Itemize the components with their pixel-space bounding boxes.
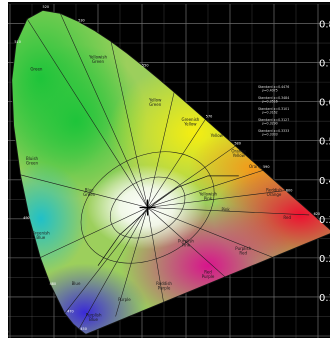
wavelength-label: 450 — [80, 327, 86, 331]
standard-note: Standard x=0.3127 y=0.3290 — [258, 118, 289, 126]
y-tick-label: 0.7 — [319, 59, 330, 70]
boundary-ray — [147, 92, 175, 208]
boundary-ellipse — [110, 176, 186, 239]
boundary-ray — [20, 174, 148, 208]
origin-label: 0 — [1, 326, 9, 339]
region-label: Green — [30, 66, 43, 71]
wavelength-label: 620 — [314, 212, 320, 216]
color-blob — [11, 43, 148, 199]
boundary-ray — [147, 207, 231, 282]
wavelength-label: 570 — [206, 114, 212, 118]
x-tick-label: 0.1 — [48, 336, 66, 348]
standard-note: Standard x=0.3333 y=0.3333 — [258, 129, 289, 137]
y-tick-label: 0.1 — [319, 293, 330, 304]
boundary-ray — [147, 207, 165, 305]
boundary-ray — [115, 207, 148, 317]
x-tick-label: 0.3 — [136, 336, 154, 348]
x-tick-label: 0.0 — [4, 336, 22, 348]
region-label: Purplish Blue — [86, 312, 102, 321]
side-notes: Standard x=0.4476 y=0.4075 Standard x=0.34… — [258, 85, 289, 137]
region-label: Reddish Purple — [156, 281, 172, 290]
y-tick-label: 0.5 — [319, 137, 330, 148]
region-label: Red — [283, 215, 291, 220]
wavelength-label: 490 — [23, 216, 29, 220]
y-tick-label: 0.3 — [319, 215, 330, 226]
region-label: Greenish Blue — [32, 230, 50, 239]
axis-ticks: 0.0 0.1 0.2 0.3 0.4 0.5 0.6 0.7 0.8 0.7 0.6 0.5 0.4 0… — [1, 20, 330, 348]
planckian-locus — [97, 175, 239, 266]
boundary-ray — [147, 190, 286, 208]
region-label: Bluish Green — [26, 156, 39, 165]
boundary-ray — [64, 207, 148, 314]
boundary-ellipse — [80, 151, 215, 264]
standard-note: Standard x=0.3101 y=0.3162 — [258, 107, 289, 115]
wavelength-label: 520 — [43, 5, 49, 9]
boundary-ray — [40, 207, 148, 258]
region-label: Blue Green — [83, 187, 96, 196]
wavelength-label: 590 — [263, 165, 269, 169]
region-boundaries — [20, 13, 310, 330]
boundary-ray — [147, 170, 264, 208]
region-label: Yellowish Pink — [198, 191, 218, 200]
wavelength-label: 480 — [50, 282, 56, 286]
boundary-ray — [78, 207, 148, 330]
region-label: Orange — [249, 164, 264, 169]
boundary-ray — [147, 145, 236, 208]
region-label: Reddish Orange — [266, 187, 282, 196]
y-tick-label: 0.8 — [319, 20, 330, 31]
boundary-ray — [59, 13, 148, 208]
boundary-ray — [110, 41, 148, 208]
y-tick-label: 0.6 — [319, 98, 330, 109]
region-label: Purplish Red — [235, 246, 251, 255]
color-blob — [21, 263, 149, 335]
region-label: Yellow Green — [148, 98, 162, 107]
x-tick-label: 0.2 — [92, 336, 110, 348]
boundary-ray — [26, 18, 148, 208]
x-tick-label: 0.4 — [180, 336, 198, 348]
region-label: Pink — [221, 207, 230, 212]
x-tick-label: 0.7 — [312, 336, 330, 348]
region-labels: Green Yellowish Green Yellow Green Yellow Gree… — [26, 55, 292, 322]
region-label: Purple — [118, 297, 131, 302]
region-label: Yellow — [210, 133, 224, 138]
wavelength-label: 530 — [78, 19, 84, 23]
standard-note: Standard x=0.3484 y=0.3516 — [258, 96, 289, 104]
region-label: Yellowish Green — [88, 55, 108, 64]
wavelength-labels: 5205105305505705805906006207004904804704… — [14, 5, 320, 331]
wavelength-label: 510 — [14, 40, 20, 44]
spectral-locus-outline — [11, 9, 330, 335]
boundary-ray — [147, 207, 310, 216]
spectral-locus — [11, 9, 330, 335]
boundary-ray — [147, 207, 275, 259]
region-label: Orange Yellow — [231, 148, 246, 157]
region-label: Blue — [72, 281, 81, 286]
region-label: Red Purple — [202, 270, 215, 279]
y-tick-label: 0.2 — [319, 254, 330, 265]
wavelength-label: 600 — [286, 188, 292, 192]
x-tick-label: 0.6 — [268, 336, 286, 348]
standard-note: Standard x=0.4476 y=0.4075 — [258, 85, 289, 93]
wavelength-label: 550 — [142, 63, 148, 67]
region-label: Purplish Pink — [178, 238, 194, 247]
y-tick-label: 0.4 — [319, 176, 330, 187]
region-label: Greenish Yellow — [181, 117, 199, 126]
x-tick-label: 0.5 — [224, 336, 242, 348]
wavelength-label: 470 — [67, 310, 73, 314]
boundary-ray — [147, 119, 206, 208]
wavelength-label: 580 — [234, 142, 240, 146]
